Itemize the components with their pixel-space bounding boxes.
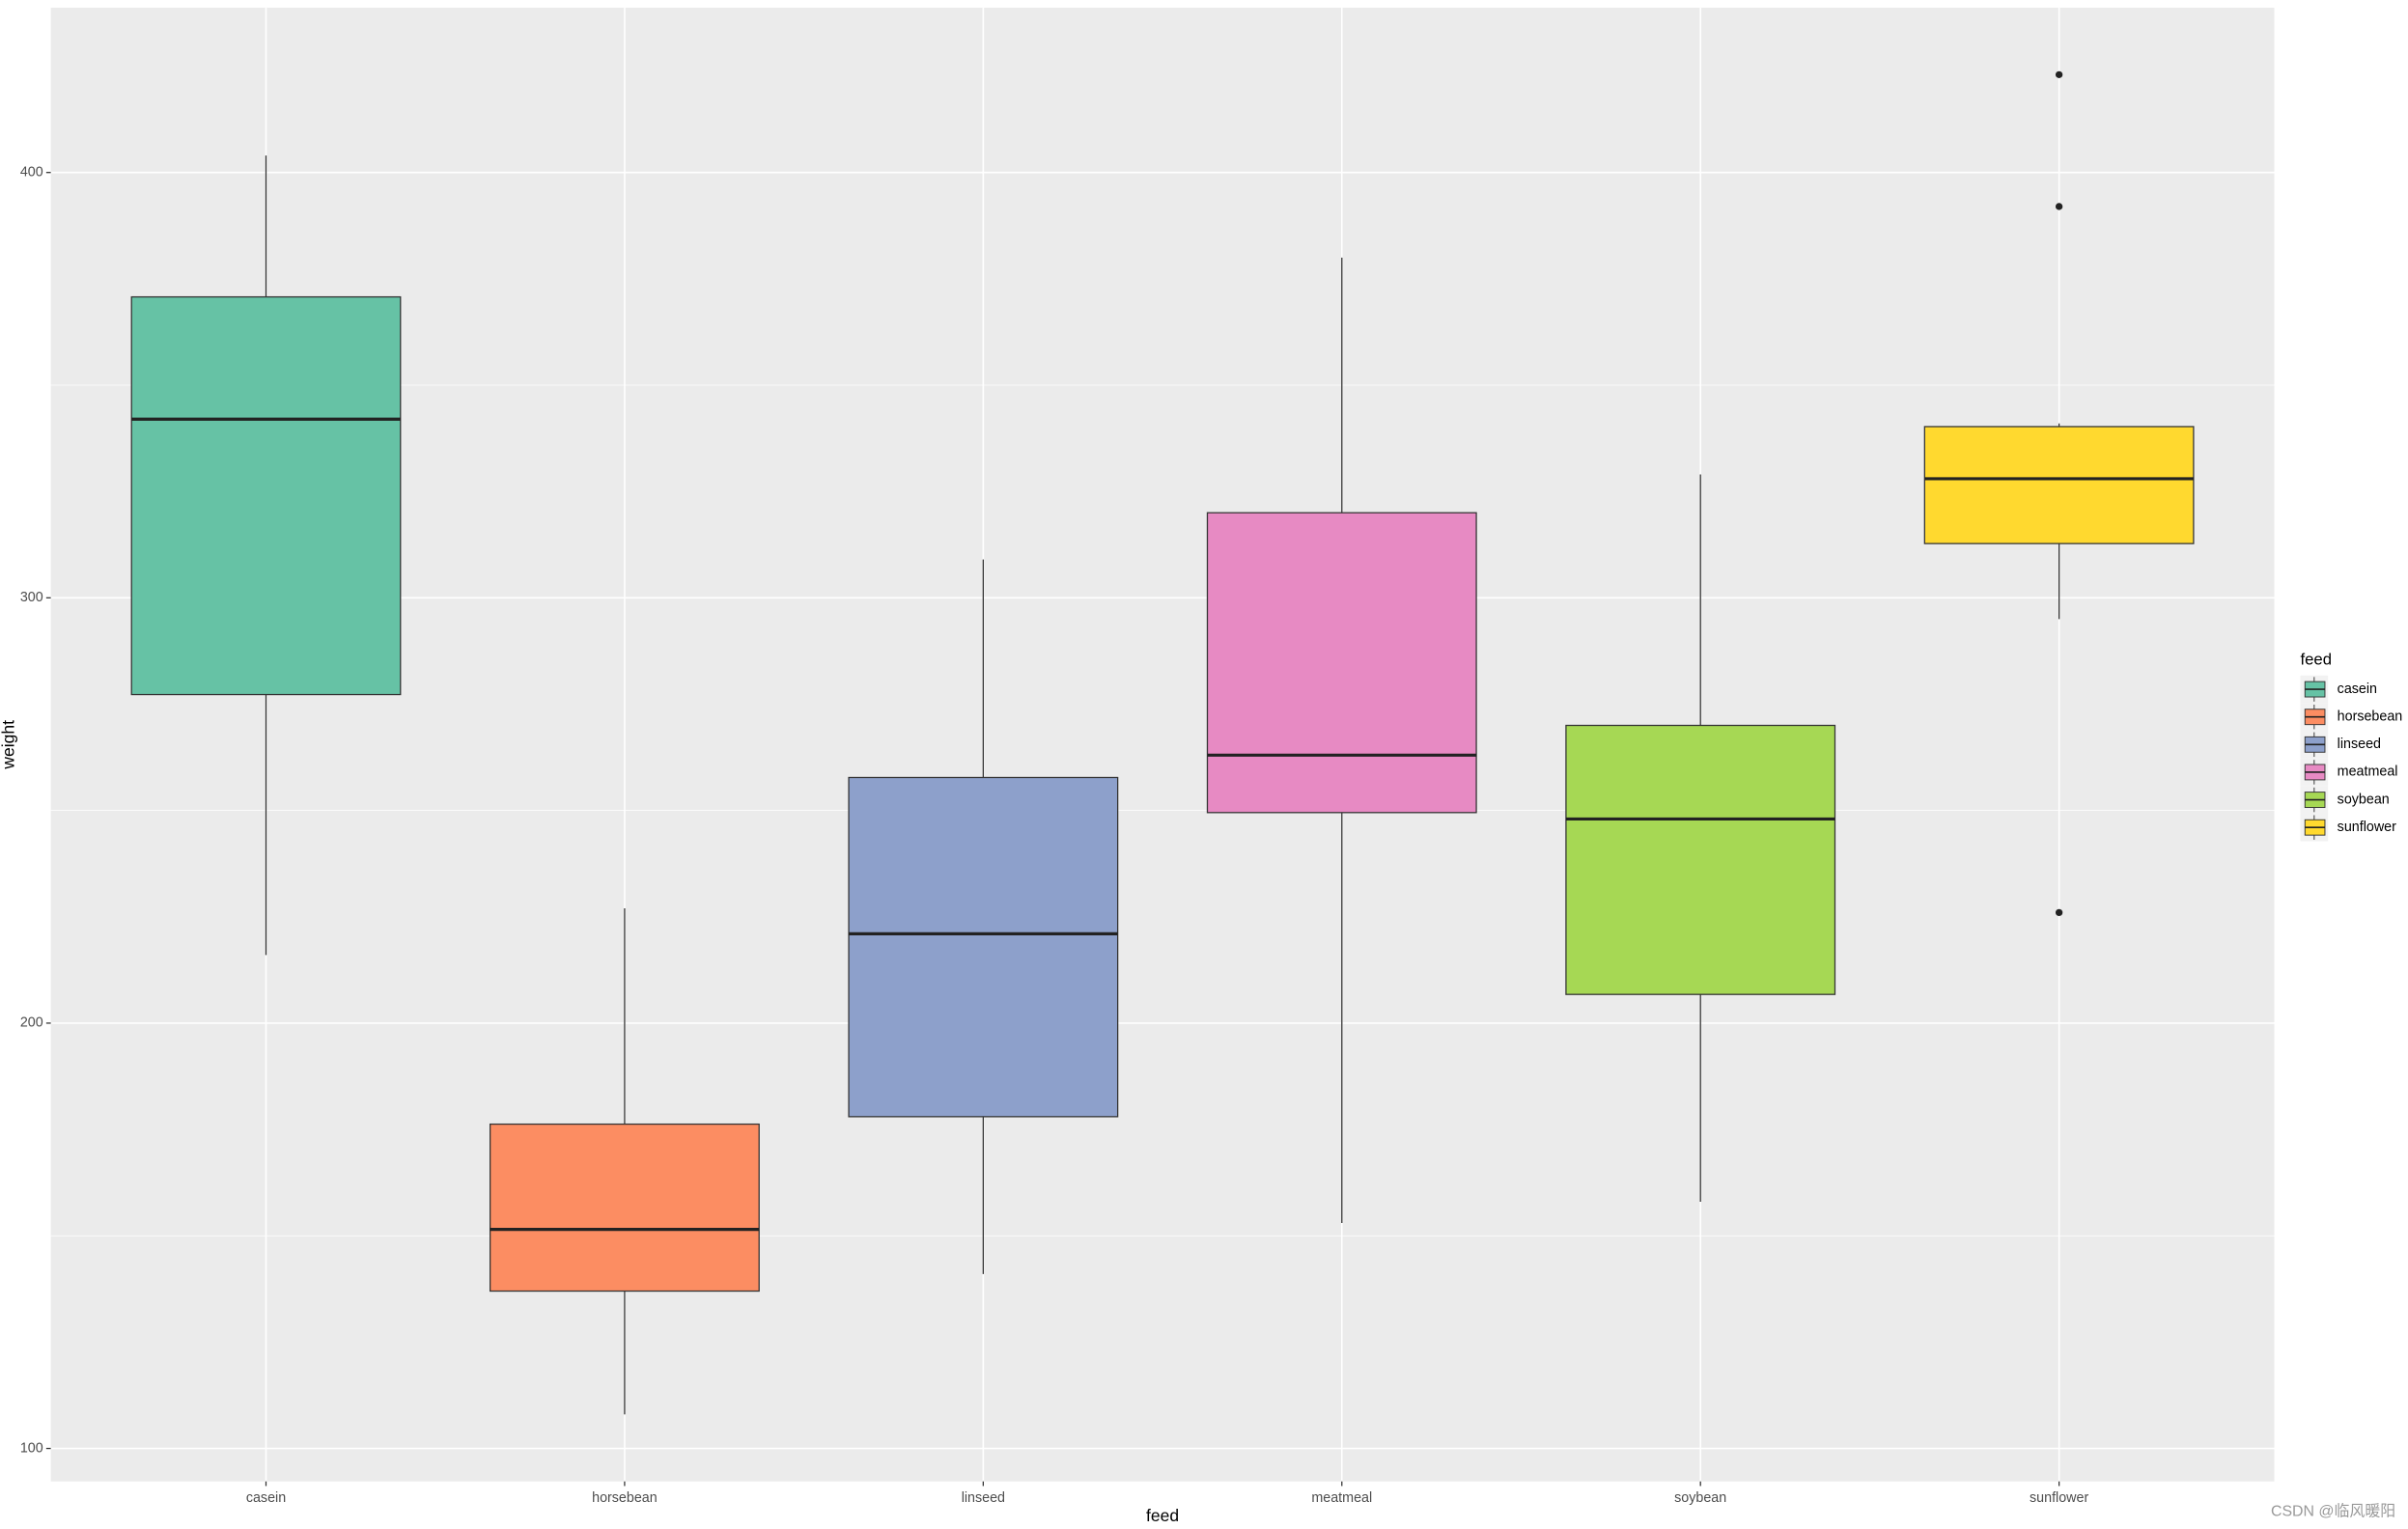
y-tick-label: 100 <box>20 1440 43 1456</box>
box <box>1206 512 1477 814</box>
x-tick-label: casein <box>246 1490 286 1506</box>
outlier <box>2055 203 2063 210</box>
legend-label: horsebean <box>2338 709 2403 724</box>
marks <box>130 70 2195 1415</box>
box <box>489 1123 760 1293</box>
y-tick-label: 300 <box>20 590 43 605</box>
outlier <box>2055 70 2063 79</box>
x-tick-label: meatmeal <box>1311 1490 1372 1506</box>
box <box>1565 724 1836 995</box>
watermark: CSDN @临风暖阳 <box>2271 1503 2395 1520</box>
panel-background <box>50 7 2275 1482</box>
x-tick-label: linseed <box>962 1490 1005 1506</box>
legend-label: meatmeal <box>2338 764 2398 780</box>
y-tick-label: 200 <box>20 1015 43 1031</box>
legend-label: casein <box>2338 681 2377 697</box>
outlier <box>2055 908 2063 917</box>
x-axis-title: feed <box>1146 1506 1179 1525</box>
x-tick-label: soybean <box>1674 1490 1726 1506</box>
box <box>1923 426 2195 544</box>
box <box>848 776 1119 1118</box>
y-axis-title: weight <box>0 720 17 770</box>
x-tick-label: sunflower <box>2030 1490 2088 1506</box>
box <box>130 295 402 696</box>
legend-title: feed <box>2301 650 2332 668</box>
legend-label: sunflower <box>2338 820 2396 835</box>
x-tick-label: horsebean <box>592 1490 658 1506</box>
y-tick-label: 400 <box>20 164 43 180</box>
legend-label: soybean <box>2338 792 2390 807</box>
legend-label: linseed <box>2338 737 2381 752</box>
